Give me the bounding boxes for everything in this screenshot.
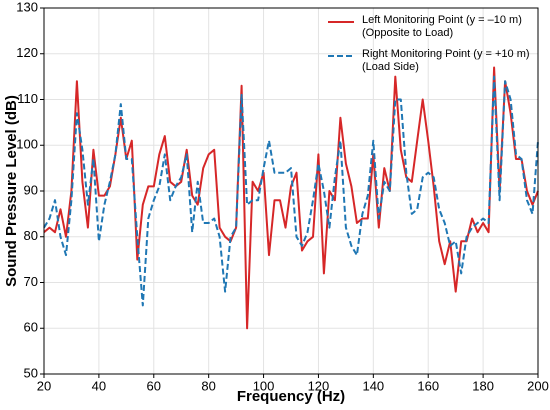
- y-tick-label: 60: [24, 320, 38, 335]
- x-tick-label: 160: [417, 378, 439, 393]
- x-tick-label: 40: [92, 378, 106, 393]
- y-tick-label: 130: [16, 0, 38, 14]
- x-tick-label: 80: [201, 378, 215, 393]
- x-tick-label: 200: [527, 378, 549, 393]
- y-axis-label: Sound Pressure Level (dB): [3, 95, 20, 287]
- x-tick-label: 120: [308, 378, 330, 393]
- line-series: [43, 75, 539, 307]
- y-tick-label: 50: [24, 365, 38, 380]
- y-tick-label: 120: [16, 45, 38, 60]
- y-tick-label: 80: [24, 228, 38, 243]
- y-tick-label: 110: [17, 91, 38, 106]
- y-tick-label: 90: [24, 182, 38, 197]
- legend-label: Right Monitoring Point (y = +10 m) (Load …: [362, 48, 530, 73]
- x-tick-label: 60: [147, 378, 161, 393]
- x-tick-label: 20: [37, 378, 51, 393]
- line-series: [43, 66, 539, 330]
- x-axis-label: Frequency (Hz): [237, 388, 345, 405]
- legend-label: Left Monitoring Point (y = –10 m) (Opposi…: [362, 14, 522, 39]
- x-tick-label: 140: [362, 378, 384, 393]
- x-tick-label: 180: [472, 378, 494, 393]
- x-tick-label: 100: [253, 378, 275, 393]
- y-tick-label: 70: [24, 274, 38, 289]
- plot-frame: [43, 7, 539, 375]
- y-tick-label: 100: [16, 137, 38, 152]
